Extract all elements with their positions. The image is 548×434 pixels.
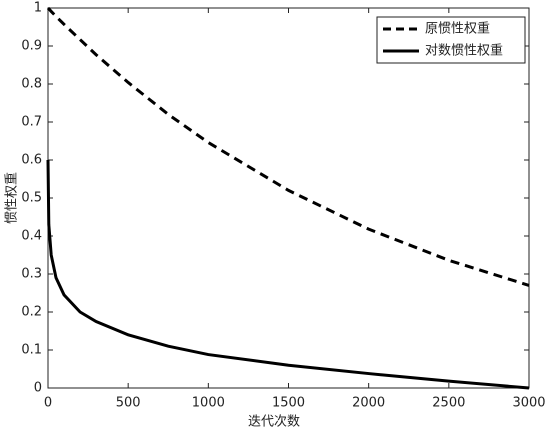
y-tick-label: 1 bbox=[34, 1, 42, 16]
series-line bbox=[46, 159, 530, 390]
x-tick-label: 0 bbox=[44, 396, 52, 411]
y-tick-label: 0.2 bbox=[21, 305, 42, 320]
x-tick-label: 2500 bbox=[432, 396, 465, 411]
y-tick-label: 0.6 bbox=[21, 153, 42, 168]
y-tick-label: 0.4 bbox=[21, 229, 42, 244]
x-tick-label: 2000 bbox=[352, 396, 385, 411]
legend-box bbox=[376, 16, 526, 64]
x-tick-label: 1000 bbox=[192, 396, 225, 411]
y-tick-label: 0 bbox=[34, 381, 42, 396]
series-line bbox=[46, 6, 530, 287]
legend-label: 对数惯性权重 bbox=[425, 43, 503, 59]
y-axis-label: 惯性权重 bbox=[4, 172, 20, 224]
x-axis-label: 迭代次数 bbox=[248, 414, 300, 430]
y-tick-label: 0.7 bbox=[21, 115, 42, 130]
y-tick-label: 0.9 bbox=[21, 39, 42, 54]
x-tick-label: 3000 bbox=[512, 396, 545, 411]
x-tick-label: 1500 bbox=[272, 396, 305, 411]
y-tick-label: 0.8 bbox=[21, 77, 42, 92]
y-tick-label: 0.3 bbox=[21, 267, 42, 282]
x-tick-label: 500 bbox=[116, 396, 141, 411]
legend-label: 原惯性权重 bbox=[425, 21, 490, 37]
y-tick-label: 0.5 bbox=[21, 191, 42, 206]
y-tick-label: 0.1 bbox=[21, 343, 42, 358]
